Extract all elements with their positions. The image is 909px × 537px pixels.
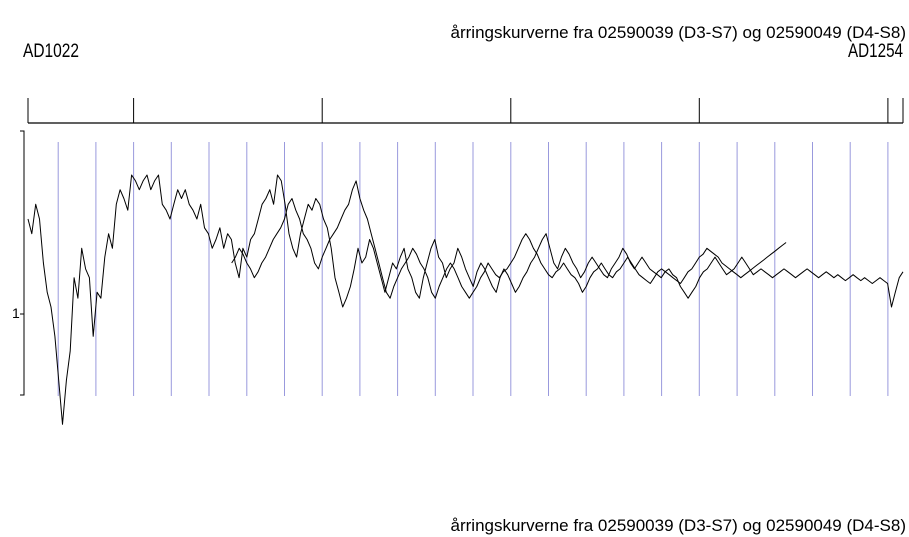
- start-year-label: AD1022: [23, 41, 79, 62]
- y-tick-label: 1: [12, 305, 20, 321]
- time-axis-ticks: [27, 98, 904, 123]
- series-line-1: [27, 174, 904, 425]
- end-year-label: AD1254: [848, 41, 903, 62]
- chart-title-top: årringskurverne fra 02590039 (D3-S7) og …: [451, 23, 906, 42]
- series-line-2: [231, 180, 787, 299]
- grid-lines: [57, 142, 889, 396]
- chart-title-bottom: årringskurverne fra 02590039 (D3-S7) og …: [451, 516, 906, 535]
- series-lines: [27, 174, 904, 425]
- y-scale-bracket: [20, 130, 25, 396]
